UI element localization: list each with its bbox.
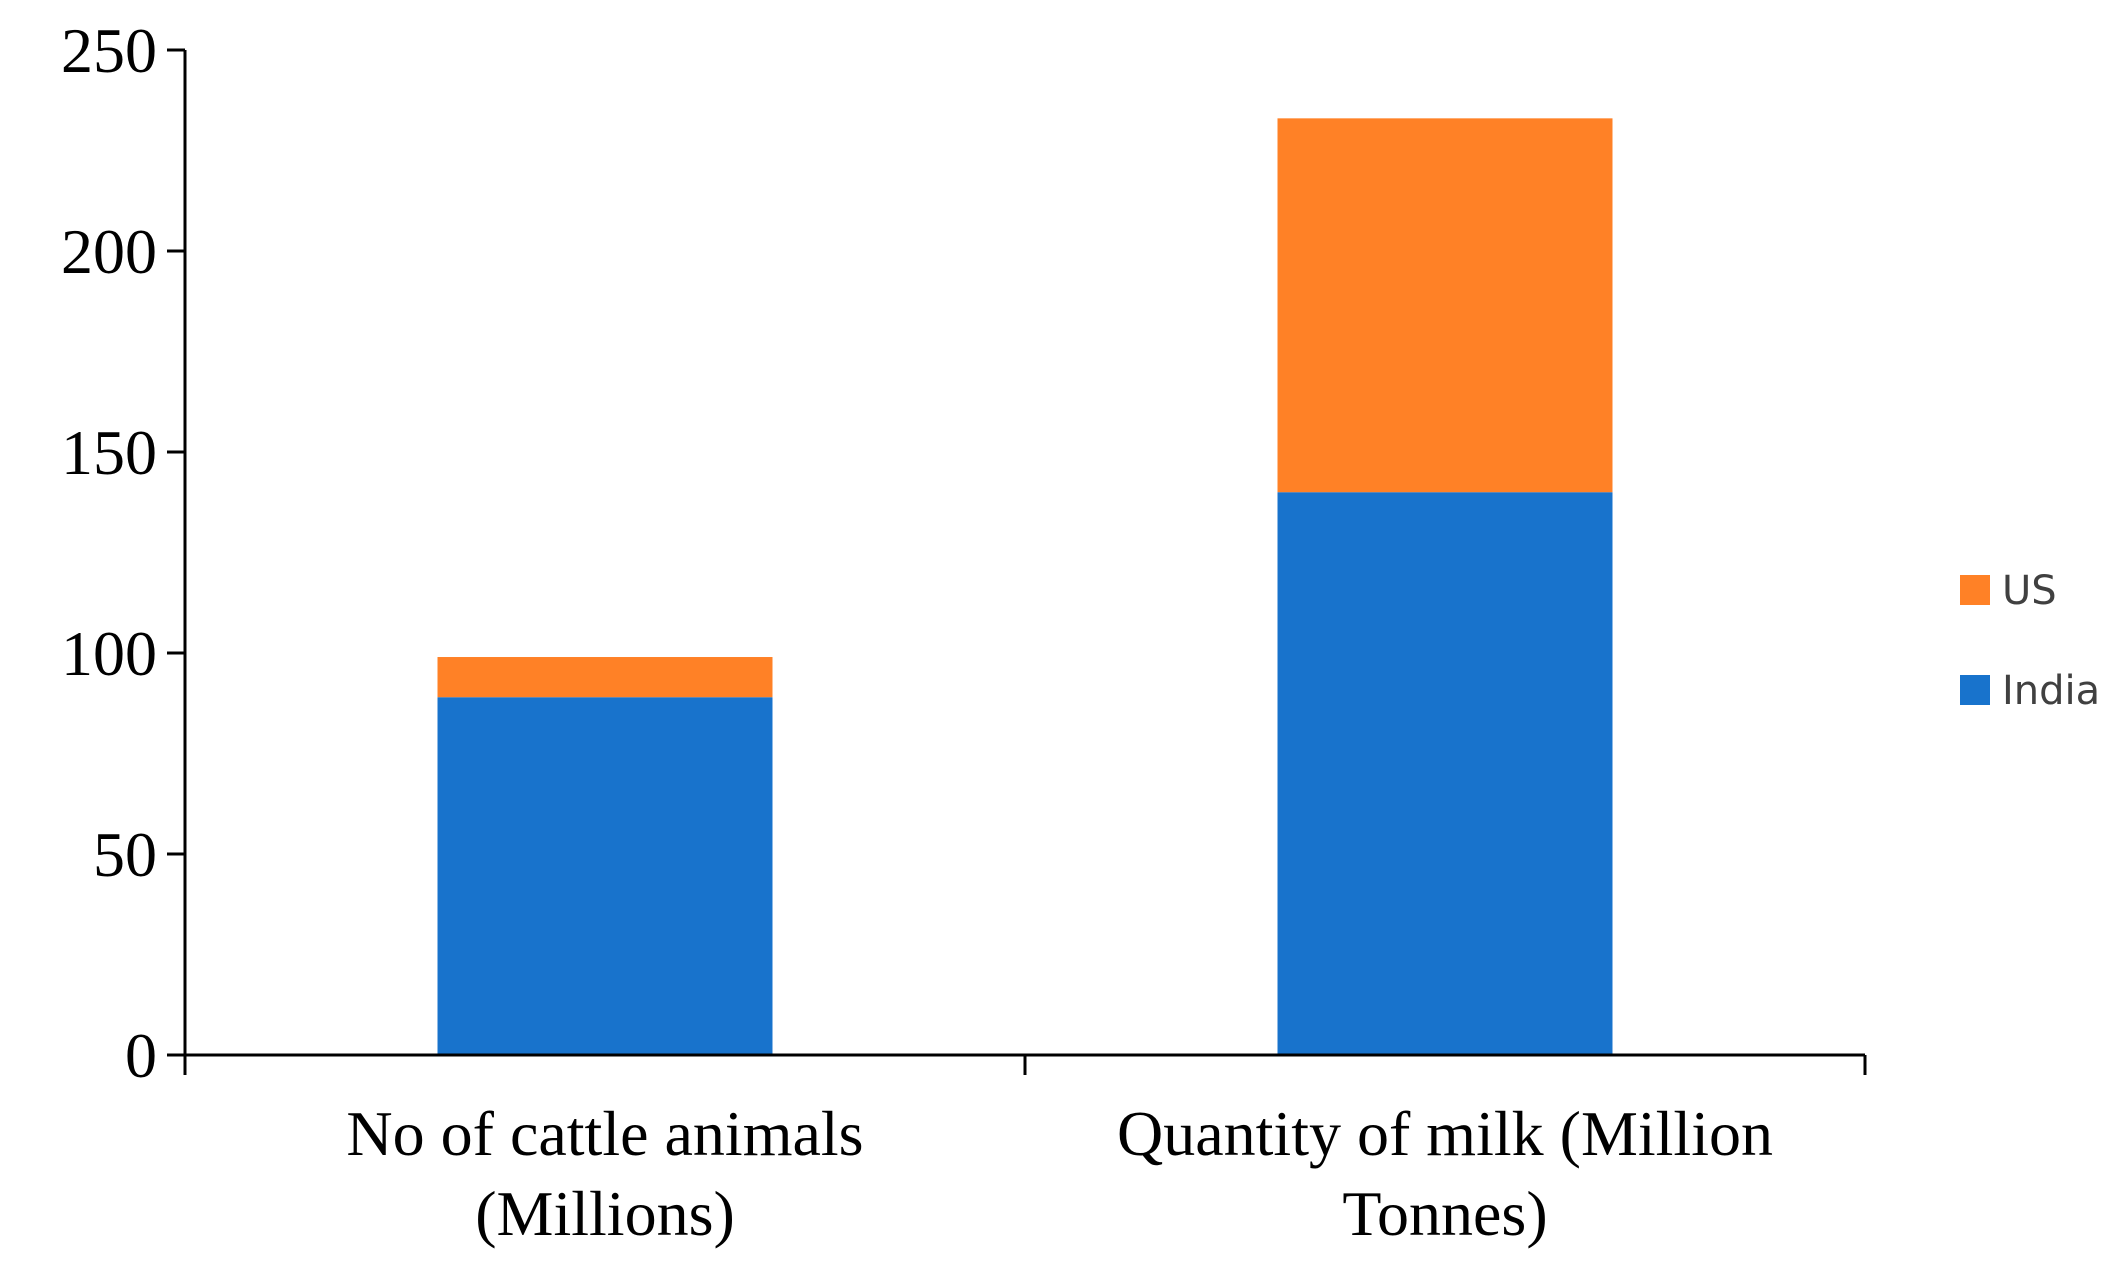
legend-swatch-us xyxy=(1960,575,1990,605)
x-axis-category-labels: No of cattle animals (Millions) Quantity o… xyxy=(346,1098,1773,1249)
y-tick-label: 100 xyxy=(61,618,157,689)
y-tick-label: 250 xyxy=(61,15,157,86)
x-category-label-line: (Millions) xyxy=(475,1178,735,1249)
x-category-label: No of cattle animals (Millions) xyxy=(346,1098,863,1249)
x-category-label: Quantity of milk (Million Tonnes) xyxy=(1117,1098,1773,1249)
bar-india-0 xyxy=(437,697,773,1055)
x-category-label-line: No of cattle animals xyxy=(346,1098,863,1169)
axes-group xyxy=(183,50,1867,1075)
y-axis-ticks: 0 50 100 150 200 250 xyxy=(61,15,185,1091)
legend-label-us: US xyxy=(2002,568,2057,614)
y-tick-label: 200 xyxy=(61,216,157,287)
x-category-label-line: Tonnes) xyxy=(1342,1178,1547,1249)
x-category-label-line: Quantity of milk (Million xyxy=(1117,1098,1773,1169)
y-tick-label: 50 xyxy=(93,819,157,890)
legend-swatch-india xyxy=(1960,675,1990,705)
bars-group xyxy=(437,118,1613,1055)
bar-india-1 xyxy=(1277,492,1613,1055)
legend-label-india: India xyxy=(2002,668,2100,714)
y-tick-label: 150 xyxy=(61,417,157,488)
y-tick-label: 0 xyxy=(125,1020,157,1091)
legend: US India xyxy=(1960,568,2100,714)
bar-us-1 xyxy=(1277,118,1613,493)
bar-us-0 xyxy=(437,657,773,698)
